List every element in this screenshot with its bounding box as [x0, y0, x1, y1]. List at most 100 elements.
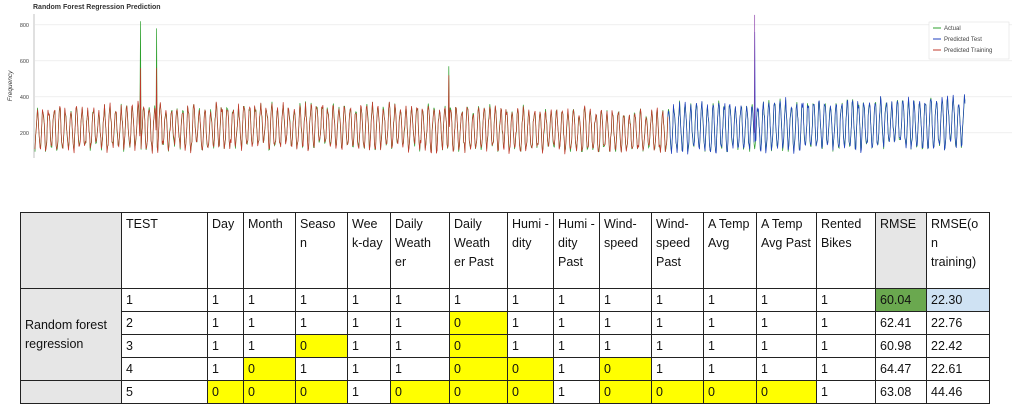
feature-cell: 1 [756, 311, 817, 335]
rmse-cell: 60.98 [875, 334, 927, 358]
y-ticks: 200 400 600 800 [20, 23, 29, 137]
feature-cell: 1 [651, 311, 704, 335]
feature-cell: 1 [553, 288, 600, 312]
legend-label: Predicted Test [944, 37, 982, 43]
rmse-training-cell: 22.42 [926, 334, 990, 358]
feature-cell: 0 [207, 380, 244, 404]
legend-label: Actual [944, 26, 961, 32]
feature-cell: 1 [599, 334, 652, 358]
header-cell: A Temp Avg [703, 212, 757, 289]
feature-cell: 1 [243, 334, 296, 358]
chart-title: Random Forest Regression Prediction [33, 4, 161, 11]
test-number-cell: 3 [121, 334, 208, 358]
feature-cell: 1 [347, 334, 391, 358]
model-label-cell-empty [20, 380, 122, 404]
feature-cell: 1 [207, 357, 244, 381]
header-cell: Month [243, 212, 296, 289]
feature-cell: 1 [295, 311, 348, 335]
feature-cell: 1 [756, 288, 817, 312]
feature-cell: 1 [449, 288, 508, 312]
rmse-training-cell: 22.76 [926, 311, 990, 335]
table-row: 5 0 0 0 1 0 0 0 1 0 0 0 0 1 63.08 44.46 [20, 380, 990, 404]
feature-cell: 1 [207, 311, 244, 335]
feature-cell: 1 [390, 311, 450, 335]
feature-cell: 1 [703, 334, 757, 358]
feature-cell: 1 [295, 288, 348, 312]
feature-cell: 0 [295, 380, 348, 404]
feature-cell: 1 [347, 288, 391, 312]
feature-cell: 1 [816, 380, 876, 404]
feature-cell: 1 [507, 334, 554, 358]
header-cell: Daily Weath er Past [449, 212, 508, 289]
test-number-cell: 1 [121, 288, 208, 312]
feature-cell: 1 [207, 288, 244, 312]
y-tick-label: 600 [20, 59, 29, 65]
rmse-cell: 60.04 [875, 288, 927, 312]
table-row: 3 1 1 0 1 1 0 1 1 1 1 1 1 1 60.98 22.42 [21, 334, 990, 358]
feature-cell: 0 [449, 380, 508, 404]
rmse-training-cell: 44.46 [926, 380, 990, 404]
feature-cell: 1 [651, 334, 704, 358]
rmse-cell: 62.41 [875, 311, 927, 335]
series-line-predicted-training [34, 67, 669, 155]
feature-cell: 0 [243, 357, 296, 381]
rmse-training-cell: 22.30 [926, 288, 990, 312]
y-axis-label: Frequency [7, 70, 14, 101]
feature-cell: 1 [651, 357, 704, 381]
feature-cell: 1 [295, 357, 348, 381]
rmse-cell: 64.47 [875, 357, 927, 381]
feature-cell: 0 [449, 334, 508, 358]
series-lines [34, 14, 966, 155]
header-cell: Seaso n [295, 212, 348, 289]
y-tick-label: 400 [20, 95, 29, 101]
feature-cell: 0 [449, 311, 508, 335]
table-header-row: TEST Day Month Seaso n Wee k-day Daily W… [20, 212, 990, 289]
model-label-cell: Random forest regression [20, 288, 122, 381]
feature-cell: 1 [390, 334, 450, 358]
feature-cell: 1 [816, 334, 876, 358]
y-tick-label: 200 [20, 131, 29, 137]
feature-cell: 1 [347, 311, 391, 335]
prediction-chart: Random Forest Regression Prediction Freq… [7, 4, 1012, 158]
header-cell: Rented Bikes [816, 212, 876, 289]
header-cell: A Temp Avg Past [756, 212, 817, 289]
feature-cell: 0 [507, 357, 554, 381]
feature-cell: 0 [599, 380, 652, 404]
feature-cell: 1 [347, 380, 391, 404]
table-row: 4 1 0 1 1 1 0 0 1 0 1 1 1 1 64.47 22.61 [21, 357, 990, 381]
header-cell-rmse: RMSE [875, 212, 927, 289]
results-table: TEST Day Month Seaso n Wee k-day Daily W… [20, 212, 990, 404]
legend: Actual Predicted Test Predicted Training [928, 21, 1010, 60]
rmse-training-cell: 22.61 [926, 357, 990, 381]
feature-cell: 1 [507, 311, 554, 335]
table-row: Random forest regression 1 1 1 1 1 1 1 1 1 1 1 1 1 1 60… [20, 288, 990, 381]
feature-cell: 1 [553, 357, 600, 381]
feature-cell: 0 [449, 357, 508, 381]
feature-cell: 1 [703, 357, 757, 381]
table-row: 2 1 1 1 1 1 0 1 1 1 1 1 1 1 62.41 22.76 [21, 311, 990, 335]
feature-cell: 0 [243, 380, 296, 404]
series-line-predicted-test [667, 31, 966, 155]
feature-cell: 1 [816, 311, 876, 335]
feature-cell: 1 [553, 334, 600, 358]
feature-cell: 1 [816, 288, 876, 312]
test-number-cell: 4 [121, 357, 208, 381]
header-cell: Wind-speed [599, 212, 652, 289]
feature-cell: 0 [295, 334, 348, 358]
feature-cell: 1 [243, 288, 296, 312]
feature-cell: 1 [553, 311, 600, 335]
test-number-cell: 5 [121, 380, 208, 404]
header-cell: Day [207, 212, 244, 289]
feature-cell: 1 [703, 311, 757, 335]
feature-cell: 1 [207, 334, 244, 358]
feature-cell: 1 [599, 311, 652, 335]
feature-cell: 1 [390, 357, 450, 381]
header-cell: Daily Weath er [390, 212, 450, 289]
feature-cell: 1 [756, 357, 817, 381]
feature-cell: 1 [347, 357, 391, 381]
feature-cell: 1 [507, 288, 554, 312]
y-tick-label: 800 [20, 23, 29, 29]
feature-cell: 0 [651, 380, 704, 404]
feature-cell: 1 [390, 288, 450, 312]
feature-cell: 1 [703, 288, 757, 312]
